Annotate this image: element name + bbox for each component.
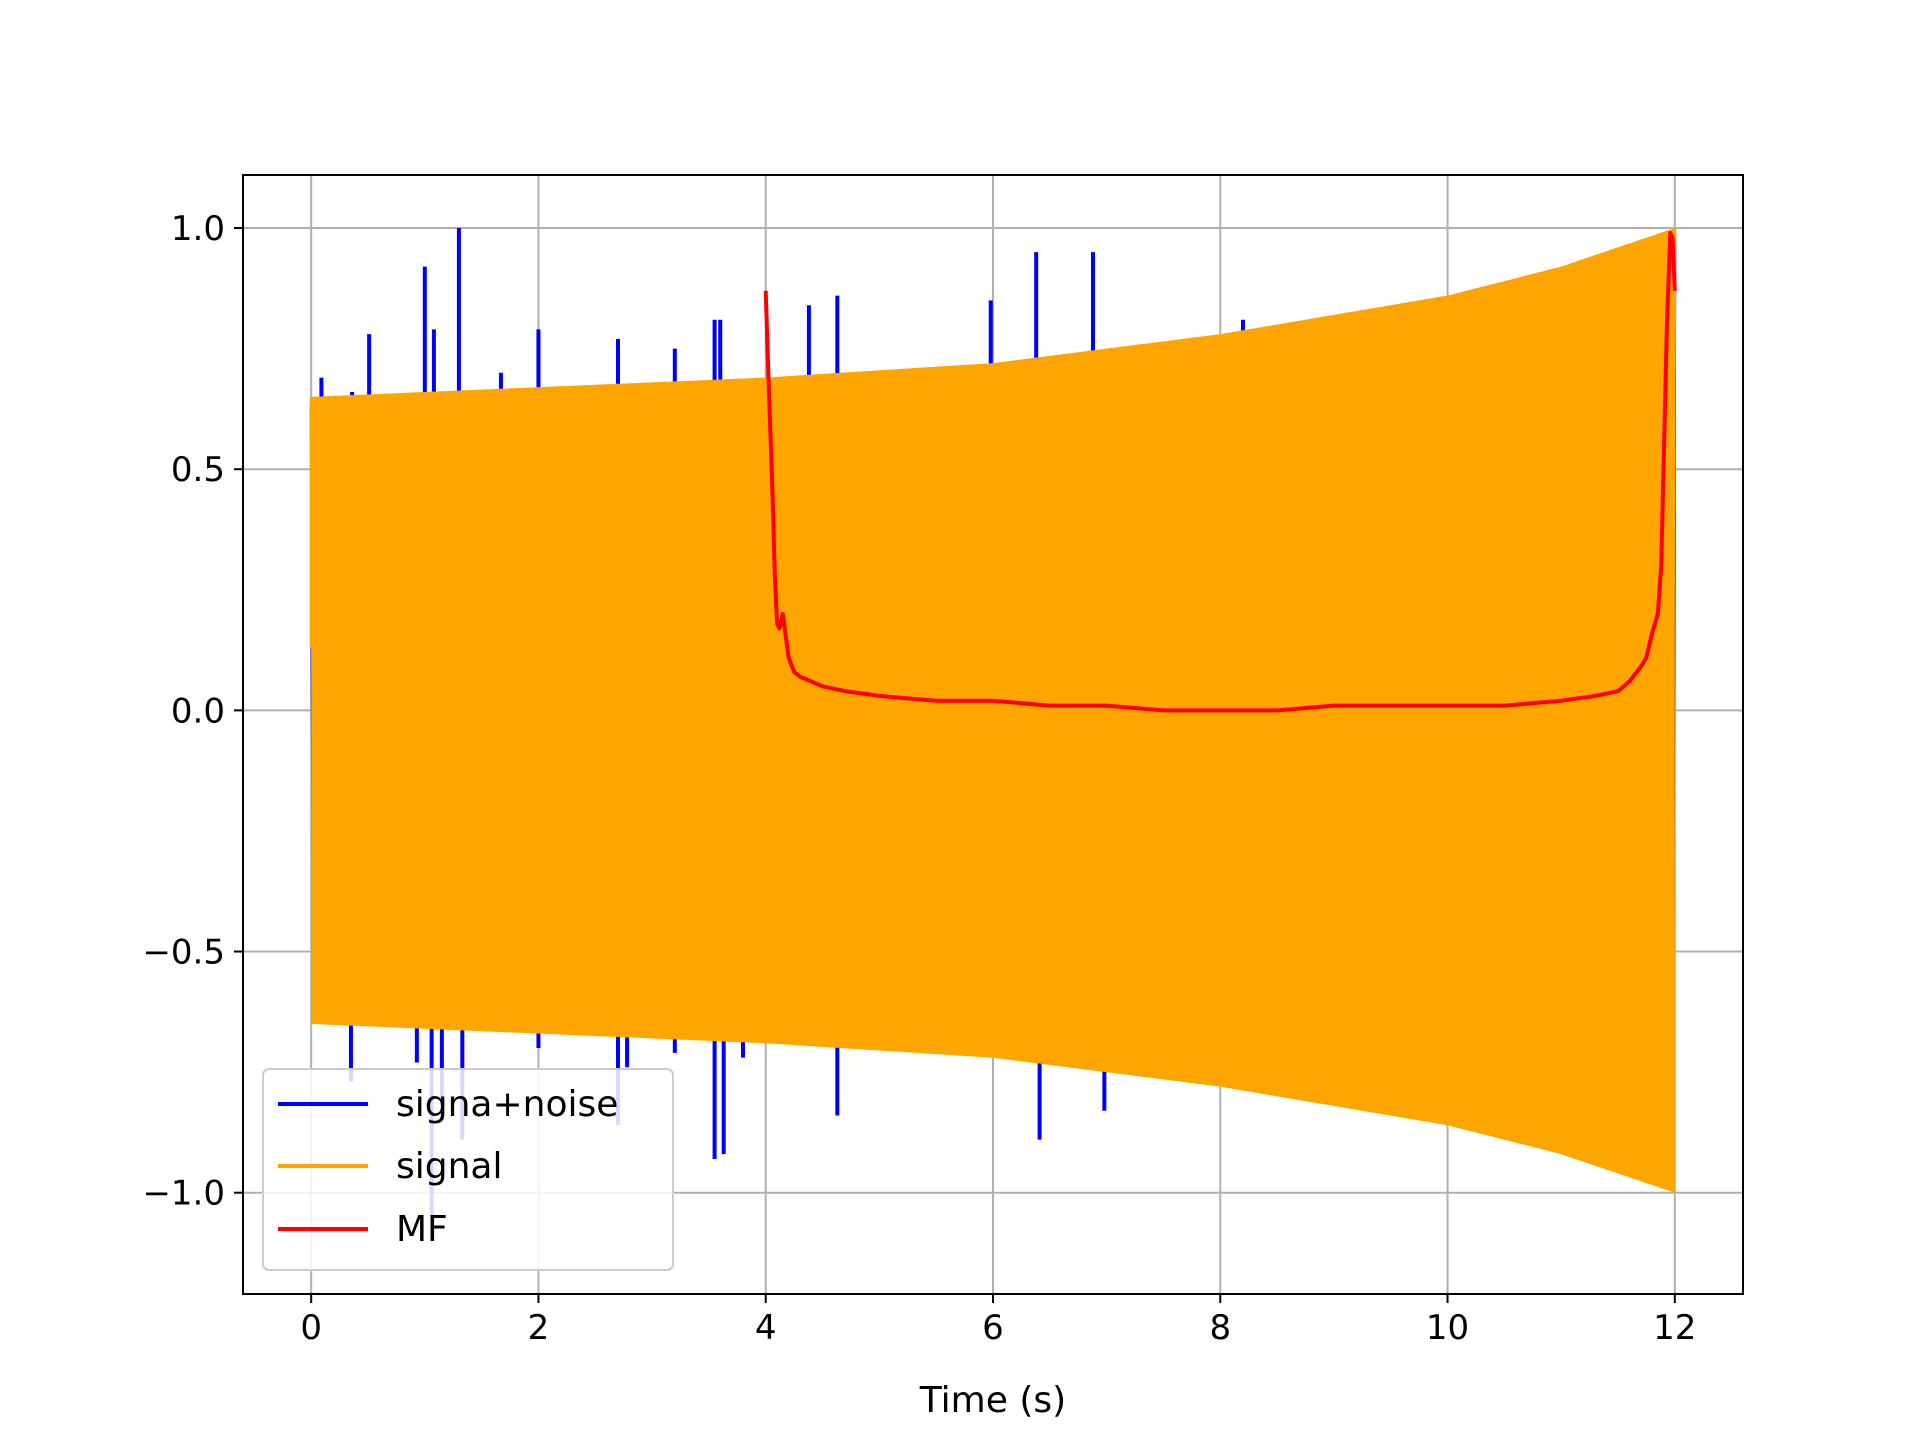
legend-label-signal: signal — [396, 1146, 503, 1187]
y-tick-label: 0.0 — [171, 691, 225, 731]
y-axis: 1.0 0.5 0.0 −0.5 −1.0 — [142, 209, 243, 1214]
y-tick-label: −0.5 — [142, 933, 225, 973]
x-axis-title: Time (s) — [919, 1380, 1066, 1421]
x-tick-label: 10 — [1426, 1308, 1469, 1348]
x-tick-label: 4 — [755, 1308, 777, 1348]
series-mf-line — [763, 230, 1677, 713]
legend-label-mf: MF — [396, 1209, 448, 1250]
x-tick-label: 6 — [982, 1308, 1004, 1348]
series-layer — [309, 228, 1677, 1217]
legend-label-signal-noise: signa+noise — [396, 1084, 618, 1125]
legend: signa+noise signal MF — [262, 1068, 674, 1271]
x-tick-label: 0 — [300, 1308, 322, 1348]
plot-area — [309, 228, 1677, 1217]
y-tick-label: 0.5 — [171, 450, 225, 490]
y-tick-label: −1.0 — [142, 1174, 225, 1214]
x-tick-label: 8 — [1209, 1308, 1231, 1348]
y-tick-label: 1.0 — [171, 209, 225, 249]
x-tick-label: 2 — [528, 1308, 550, 1348]
series-signal-line — [309, 228, 1677, 1192]
x-axis: 0 2 4 6 8 10 12 — [300, 1294, 1696, 1348]
x-tick-label: 12 — [1653, 1308, 1696, 1348]
legend-box — [262, 1068, 674, 1271]
